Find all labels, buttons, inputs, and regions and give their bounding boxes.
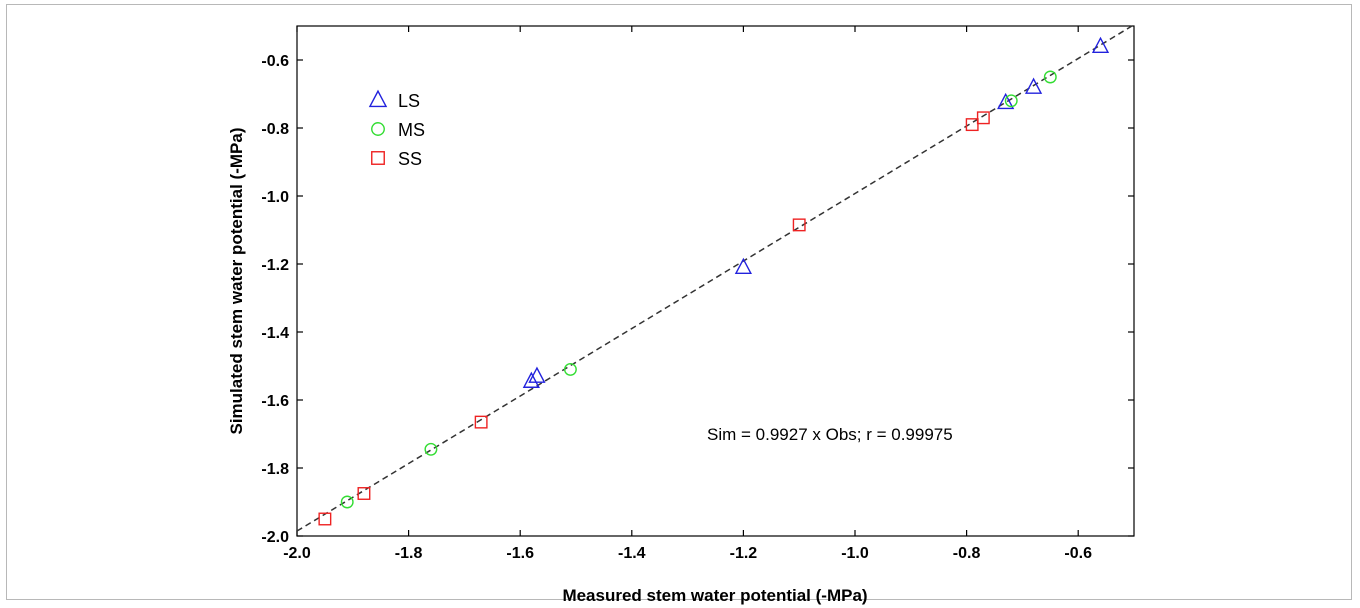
data-points [318,36,1110,526]
x-tick-label: -1.4 [618,545,646,562]
legend-marker-ms [371,122,385,136]
legend-marker-ss [371,151,385,165]
legend-label-ls: LS [398,91,420,111]
ls-point [734,257,752,275]
axis-ticks: -2.0 -1.8 -1.6 -1.4 -1.2 -1.0 -0.8 -0.6 -2.0 -1.8… [261,26,1134,562]
legend-label-ms: MS [398,120,425,140]
ss-point [318,512,332,526]
y-tick-label: -0.6 [261,53,289,70]
ms-point [424,442,438,456]
ss-point [357,487,371,500]
y-tick-label: -1.6 [261,393,289,410]
x-tick-label: -0.6 [1064,545,1092,562]
x-tick-label: -0.8 [953,545,981,562]
ls-point [1091,36,1110,54]
x-tick-label: -1.6 [506,545,534,562]
plot-area [296,25,1135,537]
y-tick-label: -1.0 [261,189,289,206]
y-tick-label: -1.2 [261,257,289,274]
ms-point [563,362,577,376]
y-tick-label: -1.8 [261,461,289,478]
x-tick-label: -1.0 [841,545,869,562]
ss-point [474,415,488,429]
y-tick-label: -0.8 [261,121,289,138]
x-tick-label: -1.2 [730,545,758,562]
y-tick-label: -2.0 [261,529,289,546]
ms-point [1004,94,1018,108]
figure-frame [6,4,1352,600]
legend-marker-ls [368,89,388,108]
ss-point [965,118,979,132]
ls-point [528,366,546,383]
legend-label-ss: SS [398,149,422,169]
y-axis-label: Simulated stem water potential (-MPa) [227,128,246,435]
ss-point [976,111,990,125]
y-tick-label: -1.4 [261,325,289,342]
legend: LS MS SS [368,89,425,169]
ls-point [997,92,1015,110]
ls-point [1024,77,1043,94]
annotation: Sim = 0.9927 x Obs; r = 0.99975 [707,425,953,444]
ms-point [340,495,354,509]
x-axis-label: Measured stem water potential (-MPa) [562,586,867,605]
x-tick-label: -1.8 [395,545,423,562]
x-tick-label: -2.0 [283,545,311,562]
ss-point [792,218,806,232]
ms-point [1043,70,1057,84]
ls-point [522,371,540,388]
